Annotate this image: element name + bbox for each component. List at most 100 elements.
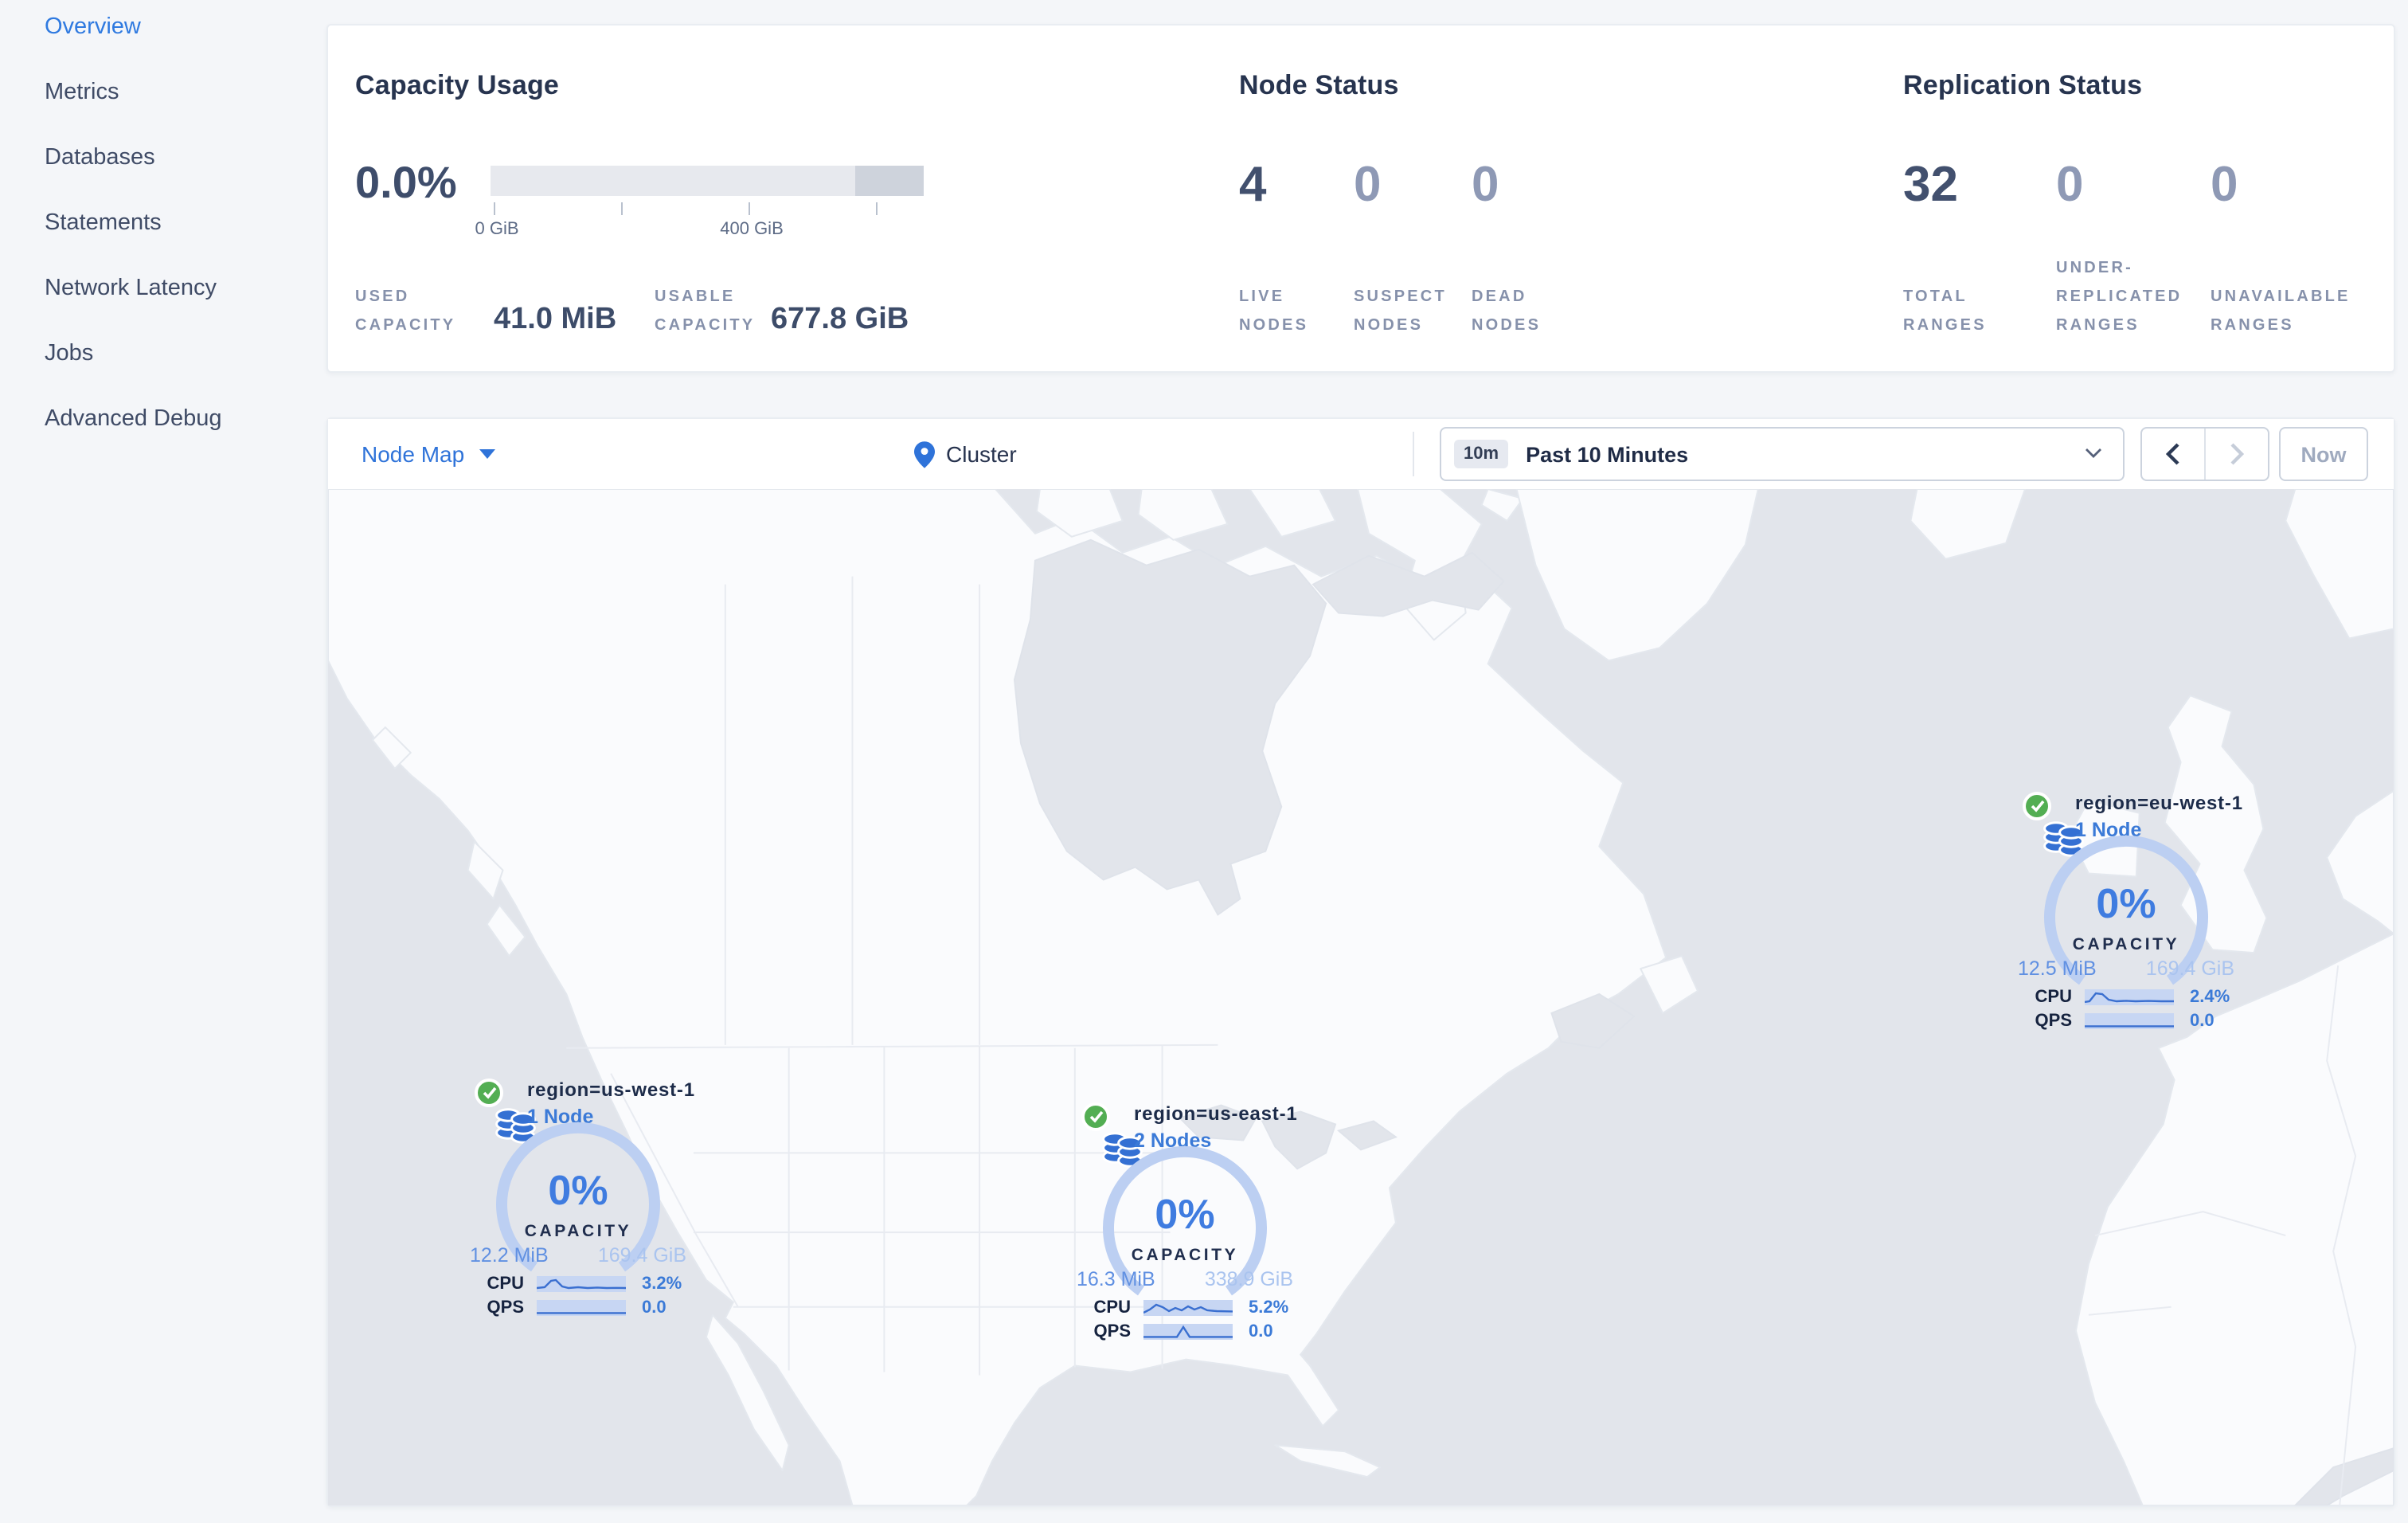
now-button[interactable]: Now	[2279, 427, 2368, 481]
chevron-down-icon	[479, 449, 495, 459]
region-capacity-label: CAPACITY	[2072, 935, 2180, 954]
cpu-label: CPU	[487, 1274, 524, 1294]
greenland-landmass	[1515, 489, 1759, 662]
under-replicated-count: 0	[2056, 156, 2084, 212]
capacity-axis-min: 0 GiB	[475, 220, 519, 239]
sidebar-nav: Overview Metrics Databases Statements Ne…	[0, 0, 326, 1523]
sidebar-item-advanced-debug[interactable]: Advanced Debug	[45, 406, 222, 432]
usable-capacity-label: USABLE CAPACITY	[655, 288, 756, 335]
cpu-value: 5.2%	[1249, 1298, 1289, 1317]
cluster-summary-panel: Capacity Usage 0.0% 0 GiB 400 GiB USED C…	[326, 24, 2395, 373]
cpu-value: 3.2%	[642, 1274, 682, 1294]
suspect-nodes-label: SUSPECT NODES	[1354, 288, 1447, 335]
region-name: region=eu-west-1	[2075, 792, 2243, 814]
capacity-gauge-arc	[1103, 1145, 1267, 1296]
under-replicated-label: UNDER-REPLICATED RANGES	[2056, 260, 2183, 335]
time-step-buttons	[2140, 427, 2269, 481]
node-map-panel: Node Map Cluster 10m Past 10 Minutes	[326, 417, 2395, 1507]
time-range-badge: 10m	[1454, 440, 1509, 468]
dead-nodes-count: 0	[1472, 156, 1499, 212]
sidebar-item-jobs[interactable]: Jobs	[45, 341, 94, 366]
region-total-capacity: 338.9 GiB	[1204, 1268, 1293, 1290]
sidebar-item-databases[interactable]: Databases	[45, 145, 155, 170]
sidebar-item-metrics[interactable]: Metrics	[45, 80, 119, 105]
region-capacity-label: CAPACITY	[1131, 1246, 1239, 1265]
great-lakes-water	[1178, 1104, 1257, 1141]
time-back-button[interactable]	[2142, 429, 2204, 480]
region-used-capacity: 16.3 MiB	[1077, 1268, 1155, 1290]
healthy-check-icon	[2023, 792, 2051, 820]
map-pin-icon	[914, 440, 935, 468]
used-capacity-value: 41.0 MiB	[494, 303, 617, 336]
gulf-st-lawrence-water	[1550, 992, 1636, 1049]
time-forward-button[interactable]	[2204, 429, 2268, 480]
cpu-value: 2.4%	[2190, 988, 2230, 1007]
database-stack-icon	[1102, 1132, 1143, 1168]
qps-value: 0.0	[1249, 1322, 1273, 1341]
breadcrumb[interactable]: Cluster	[914, 419, 1017, 489]
node-map-toolbar: Node Map Cluster 10m Past 10 Minutes	[328, 419, 2394, 489]
live-nodes-count: 4	[1239, 156, 1267, 212]
used-capacity-label: USED CAPACITY	[355, 288, 456, 335]
total-ranges-count: 32	[1903, 156, 1958, 212]
usable-capacity-value: 677.8 GiB	[771, 303, 909, 336]
chevron-left-icon	[2166, 443, 2179, 465]
qps-value: 0.0	[2190, 1012, 2214, 1031]
time-range-label: Past 10 Minutes	[1526, 442, 1689, 466]
qps-sparkline	[537, 1300, 626, 1316]
mediterranean-water	[2293, 1447, 2394, 1505]
replication-status-title: Replication Status	[1903, 70, 2143, 100]
qps-label: QPS	[487, 1298, 524, 1317]
time-range-dropdown[interactable]: 10m Past 10 Minutes	[1440, 427, 2125, 481]
database-stack-icon	[495, 1108, 536, 1144]
qps-sparkline	[2085, 1013, 2174, 1029]
region-capacity-label: CAPACITY	[524, 1222, 632, 1241]
cpu-label: CPU	[1093, 1298, 1131, 1317]
europe-landmass	[2074, 789, 2394, 1505]
node-map[interactable]: region=us-west-1 1 Node 0% CAPACITY 12.2…	[328, 489, 2394, 1505]
world-map-graphic	[328, 489, 2394, 1505]
capacity-gauge-arc	[496, 1122, 660, 1272]
region-name: region=us-west-1	[527, 1079, 695, 1101]
qps-label: QPS	[2035, 1012, 2072, 1031]
capacity-gauge-arc	[2044, 835, 2208, 985]
region-name: region=us-east-1	[1134, 1102, 1298, 1125]
view-selector-dropdown[interactable]: Node Map	[362, 419, 495, 489]
baja-peninsula	[705, 1314, 790, 1472]
region-header: region=us-east-1 2 Nodes	[1134, 1102, 1298, 1152]
capacity-axis-mid: 400 GiB	[720, 220, 784, 239]
chevron-down-icon	[2086, 448, 2101, 458]
cpu-sparkline	[537, 1276, 626, 1292]
sidebar-item-overview[interactable]: Overview	[45, 14, 141, 40]
breadcrumb-label: Cluster	[946, 441, 1017, 467]
capacity-bar	[491, 166, 924, 196]
hudson-bay-water	[1013, 538, 1327, 916]
capacity-used-percent: 0.0%	[355, 158, 457, 207]
capacity-usage-title: Capacity Usage	[355, 70, 560, 100]
view-selector-label: Node Map	[362, 441, 465, 467]
region-total-capacity: 169.4 GiB	[597, 1244, 686, 1267]
qps-label: QPS	[1093, 1322, 1131, 1341]
dead-nodes-label: DEAD NODES	[1472, 288, 1542, 335]
great-britain-landmass	[2164, 695, 2268, 954]
sidebar-item-network-latency[interactable]: Network Latency	[45, 276, 217, 301]
chevron-right-icon	[2230, 443, 2244, 465]
cpu-label: CPU	[2035, 988, 2072, 1007]
hudson-strait-water	[1312, 551, 1505, 617]
node-status-title: Node Status	[1239, 70, 1399, 100]
unavailable-ranges-count: 0	[2211, 156, 2238, 212]
total-ranges-label: TOTAL RANGES	[1903, 288, 1987, 335]
region-used-capacity: 12.2 MiB	[470, 1244, 549, 1267]
region-capacity-percent: 0%	[548, 1166, 608, 1214]
scandinavia-landmass	[2285, 489, 2394, 640]
region-total-capacity: 169.4 GiB	[2145, 957, 2234, 980]
database-stack-icon	[2043, 821, 2084, 857]
region-header: region=eu-west-1 1 Node	[2075, 792, 2243, 841]
region-capacity-percent: 0%	[1155, 1190, 1215, 1238]
unavailable-ranges-label: UNAVAILABLE RANGES	[2211, 288, 2351, 335]
qps-sparkline	[1143, 1324, 1233, 1340]
region-capacity-percent: 0%	[2096, 879, 2156, 927]
sidebar-item-statements[interactable]: Statements	[45, 210, 162, 236]
healthy-check-icon	[475, 1079, 503, 1107]
